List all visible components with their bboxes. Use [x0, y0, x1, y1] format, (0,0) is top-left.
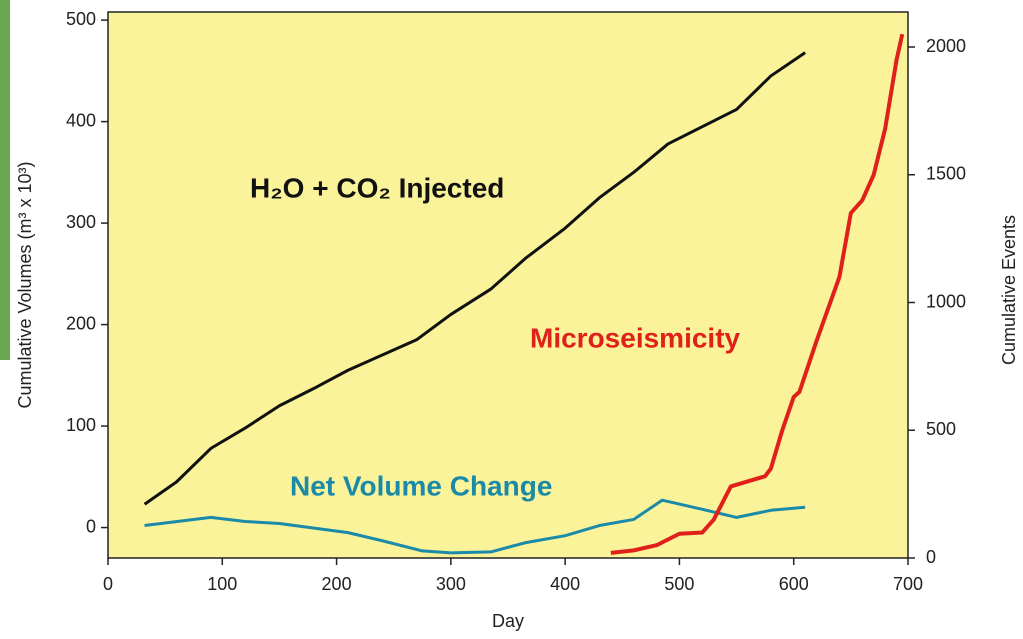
series-label: H₂O + CO₂ Injected [250, 172, 504, 203]
series-line [144, 498, 806, 555]
y2-tick-label: 500 [926, 419, 956, 439]
y-tick-label: 300 [66, 212, 96, 232]
y2-tick-label: 1000 [926, 291, 966, 311]
y2-tick-label: 1500 [926, 164, 966, 184]
x-tick-label: 300 [436, 574, 466, 594]
x-tick-label: 200 [322, 574, 352, 594]
y2-axis-label: Cumulative Events [999, 215, 1019, 365]
x-tick-label: 0 [103, 574, 113, 594]
series-label: Net Volume Change [290, 470, 552, 501]
plot-area [107, 11, 909, 559]
x-tick-label: 100 [207, 574, 237, 594]
series-label: Microseismicity [530, 322, 741, 353]
y-tick-label: 400 [66, 110, 96, 130]
series-line [610, 33, 905, 555]
y-tick-label: 0 [86, 516, 96, 536]
y2-tick-label: 2000 [926, 36, 966, 56]
x-tick-label: 500 [664, 574, 694, 594]
side-image [0, 0, 10, 360]
y-tick-label: 100 [66, 415, 96, 435]
y-tick-label: 200 [66, 313, 96, 333]
x-tick-label: 400 [550, 574, 580, 594]
y2-tick-label: 0 [926, 547, 936, 567]
y-tick-label: 500 [66, 9, 96, 29]
x-tick-label: 600 [779, 574, 809, 594]
series-line [143, 51, 806, 506]
x-axis-label: Day [492, 611, 524, 631]
x-tick-label: 700 [893, 574, 923, 594]
y-axis-label: Cumulative Volumes (m³ x 10³) [15, 161, 35, 408]
